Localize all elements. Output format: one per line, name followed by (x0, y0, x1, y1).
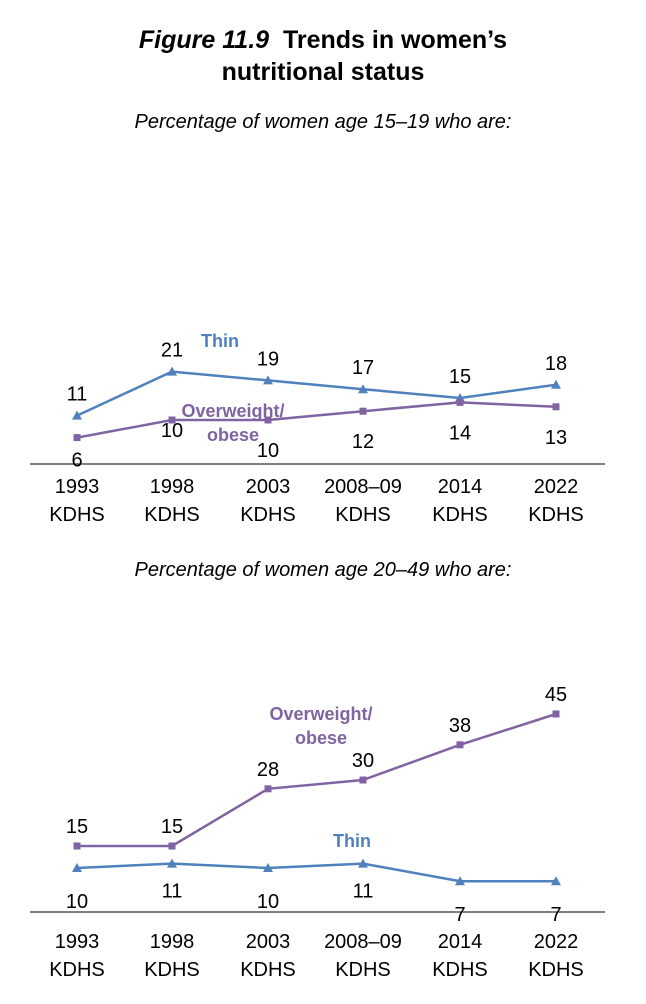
chart1-tick-label: 1993 (55, 476, 100, 498)
chart2-thin-marker (551, 876, 561, 886)
chart2-overweight-marker (168, 842, 176, 850)
chart1-thin-marker (551, 379, 561, 389)
chart1-subtitle: Percentage of women age 15–19 who are: (134, 111, 512, 133)
chart1-tick-label: KDHS (335, 504, 391, 526)
chart1-data-label: 11 (67, 384, 88, 406)
chart2-tick-label: KDHS (432, 959, 488, 981)
chart1-data-label: 15 (449, 366, 471, 388)
chart1-tick-label: 2022 (534, 476, 579, 498)
chart1-tick-label: KDHS (144, 504, 200, 526)
chart1-data-label: 10 (257, 440, 279, 462)
chart2-data-label: 7 (550, 904, 561, 926)
chart2-overweight-marker (456, 741, 464, 749)
chart1-data-label: 17 (352, 357, 374, 379)
chart2-data-label: 11 (353, 881, 374, 903)
chart2-tick-label: 2008–09 (324, 931, 402, 953)
chart1-thin-marker (263, 375, 273, 385)
chart2-series-label: Overweight/ (269, 704, 372, 724)
chart1-thin-marker (358, 384, 368, 394)
chart2-overweight-marker (359, 776, 367, 784)
chart2-thin-marker (72, 863, 82, 872)
chart2-thin-marker (358, 858, 368, 868)
chart1-overweight-marker (73, 434, 81, 442)
chart1-overweight-marker (264, 416, 272, 424)
chart2-tick-label: 1993 (55, 931, 100, 953)
chart2-data-label: 30 (352, 750, 374, 772)
chart1-tick-label: 2014 (438, 476, 483, 498)
chart2-data-label: 28 (257, 759, 279, 781)
chart1-data-label: 18 (545, 353, 567, 375)
figure-title-line1: Trends in women’s (282, 26, 508, 54)
chart1-series-label: obese (207, 425, 259, 445)
chart2-data-label: 11 (162, 881, 183, 903)
chart1-data-label: 19 (257, 348, 279, 370)
chart2-data-label: 10 (257, 891, 279, 913)
chart1-data-label: 14 (449, 422, 471, 444)
chart2-data-label: 7 (454, 904, 465, 926)
figure-number: Figure 11.9 (138, 26, 270, 54)
chart2-tick-label: KDHS (240, 959, 296, 981)
chart2-tick-label: KDHS (335, 959, 391, 981)
chart1-tick-label: 2008–09 (324, 476, 402, 498)
chart2-thin-marker (455, 876, 465, 886)
chart1-tick-label: KDHS (240, 504, 296, 526)
chart1-data-label: 12 (352, 431, 374, 453)
chart1-tick-label: 2003 (246, 476, 291, 498)
chart2-overweight-marker (264, 785, 272, 793)
chart1-tick-label: KDHS (49, 504, 105, 526)
chart1-data-label: 13 (545, 427, 567, 449)
chart1-overweight-marker (359, 407, 367, 415)
chart2-data-label: 10 (66, 891, 88, 913)
chart1-overweight-marker (168, 416, 176, 424)
chart2-series-label: Thin (333, 831, 371, 851)
chart2-tick-label: 2003 (246, 931, 291, 953)
chart2-thin-marker (263, 863, 273, 872)
chart1-thin-marker (72, 410, 82, 420)
chart2-data-label: 15 (66, 816, 88, 838)
chart1-overweight-line (76, 401, 557, 439)
chart2-series-label: obese (295, 728, 347, 748)
chart2-overweight-marker (73, 842, 81, 850)
figure-title: Figure 11.9 Trends in women’s nutritiona… (0, 24, 646, 88)
chart1-series-label: Overweight/ (181, 401, 284, 421)
chart-women-20-49: 15 15 28 30 38 45 Overweight/obese 10 11 10 11 7 7 Th… (30, 684, 605, 981)
chart2-data-label: 38 (449, 715, 471, 737)
chart1-tick-label: KDHS (528, 504, 584, 526)
chart1-overweight-marker (456, 398, 464, 406)
chart2-thin-marker (167, 858, 177, 868)
chart2-data-label: 45 (545, 684, 567, 706)
chart2-tick-label: 1998 (150, 931, 195, 953)
chart2-tick-label: 2022 (534, 931, 579, 953)
chart1-thin-marker (167, 366, 177, 376)
chart1-data-label: 6 (71, 450, 82, 472)
chart2-overweight-marker (552, 710, 560, 718)
chart1-overweight-marker (552, 403, 560, 411)
chart2-subtitle: Percentage of women age 20–49 who are: (134, 559, 512, 581)
chart2-tick-label: KDHS (528, 959, 584, 981)
chart2-data-label: 15 (161, 816, 183, 838)
chart1-data-label: 21 (161, 340, 183, 362)
chart1-series-label: Thin (201, 331, 239, 351)
chart1-thin-line (76, 370, 557, 417)
chart2-tick-label: 2014 (438, 931, 483, 953)
chart2-thin-line (76, 862, 556, 883)
chart-women-15-19: 11 21 19 17 15 18 Thin 6 10 10 12 14 13 Overweight/ob… (30, 331, 605, 526)
figure-title-line2: nutritional status (221, 58, 425, 86)
chart1-data-label: 10 (161, 420, 183, 442)
chart1-tick-label: 1998 (150, 476, 195, 498)
chart1-tick-label: KDHS (432, 504, 488, 526)
chart2-overweight-line (77, 712, 557, 848)
chart2-tick-label: KDHS (144, 959, 200, 981)
chart2-tick-label: KDHS (49, 959, 105, 981)
